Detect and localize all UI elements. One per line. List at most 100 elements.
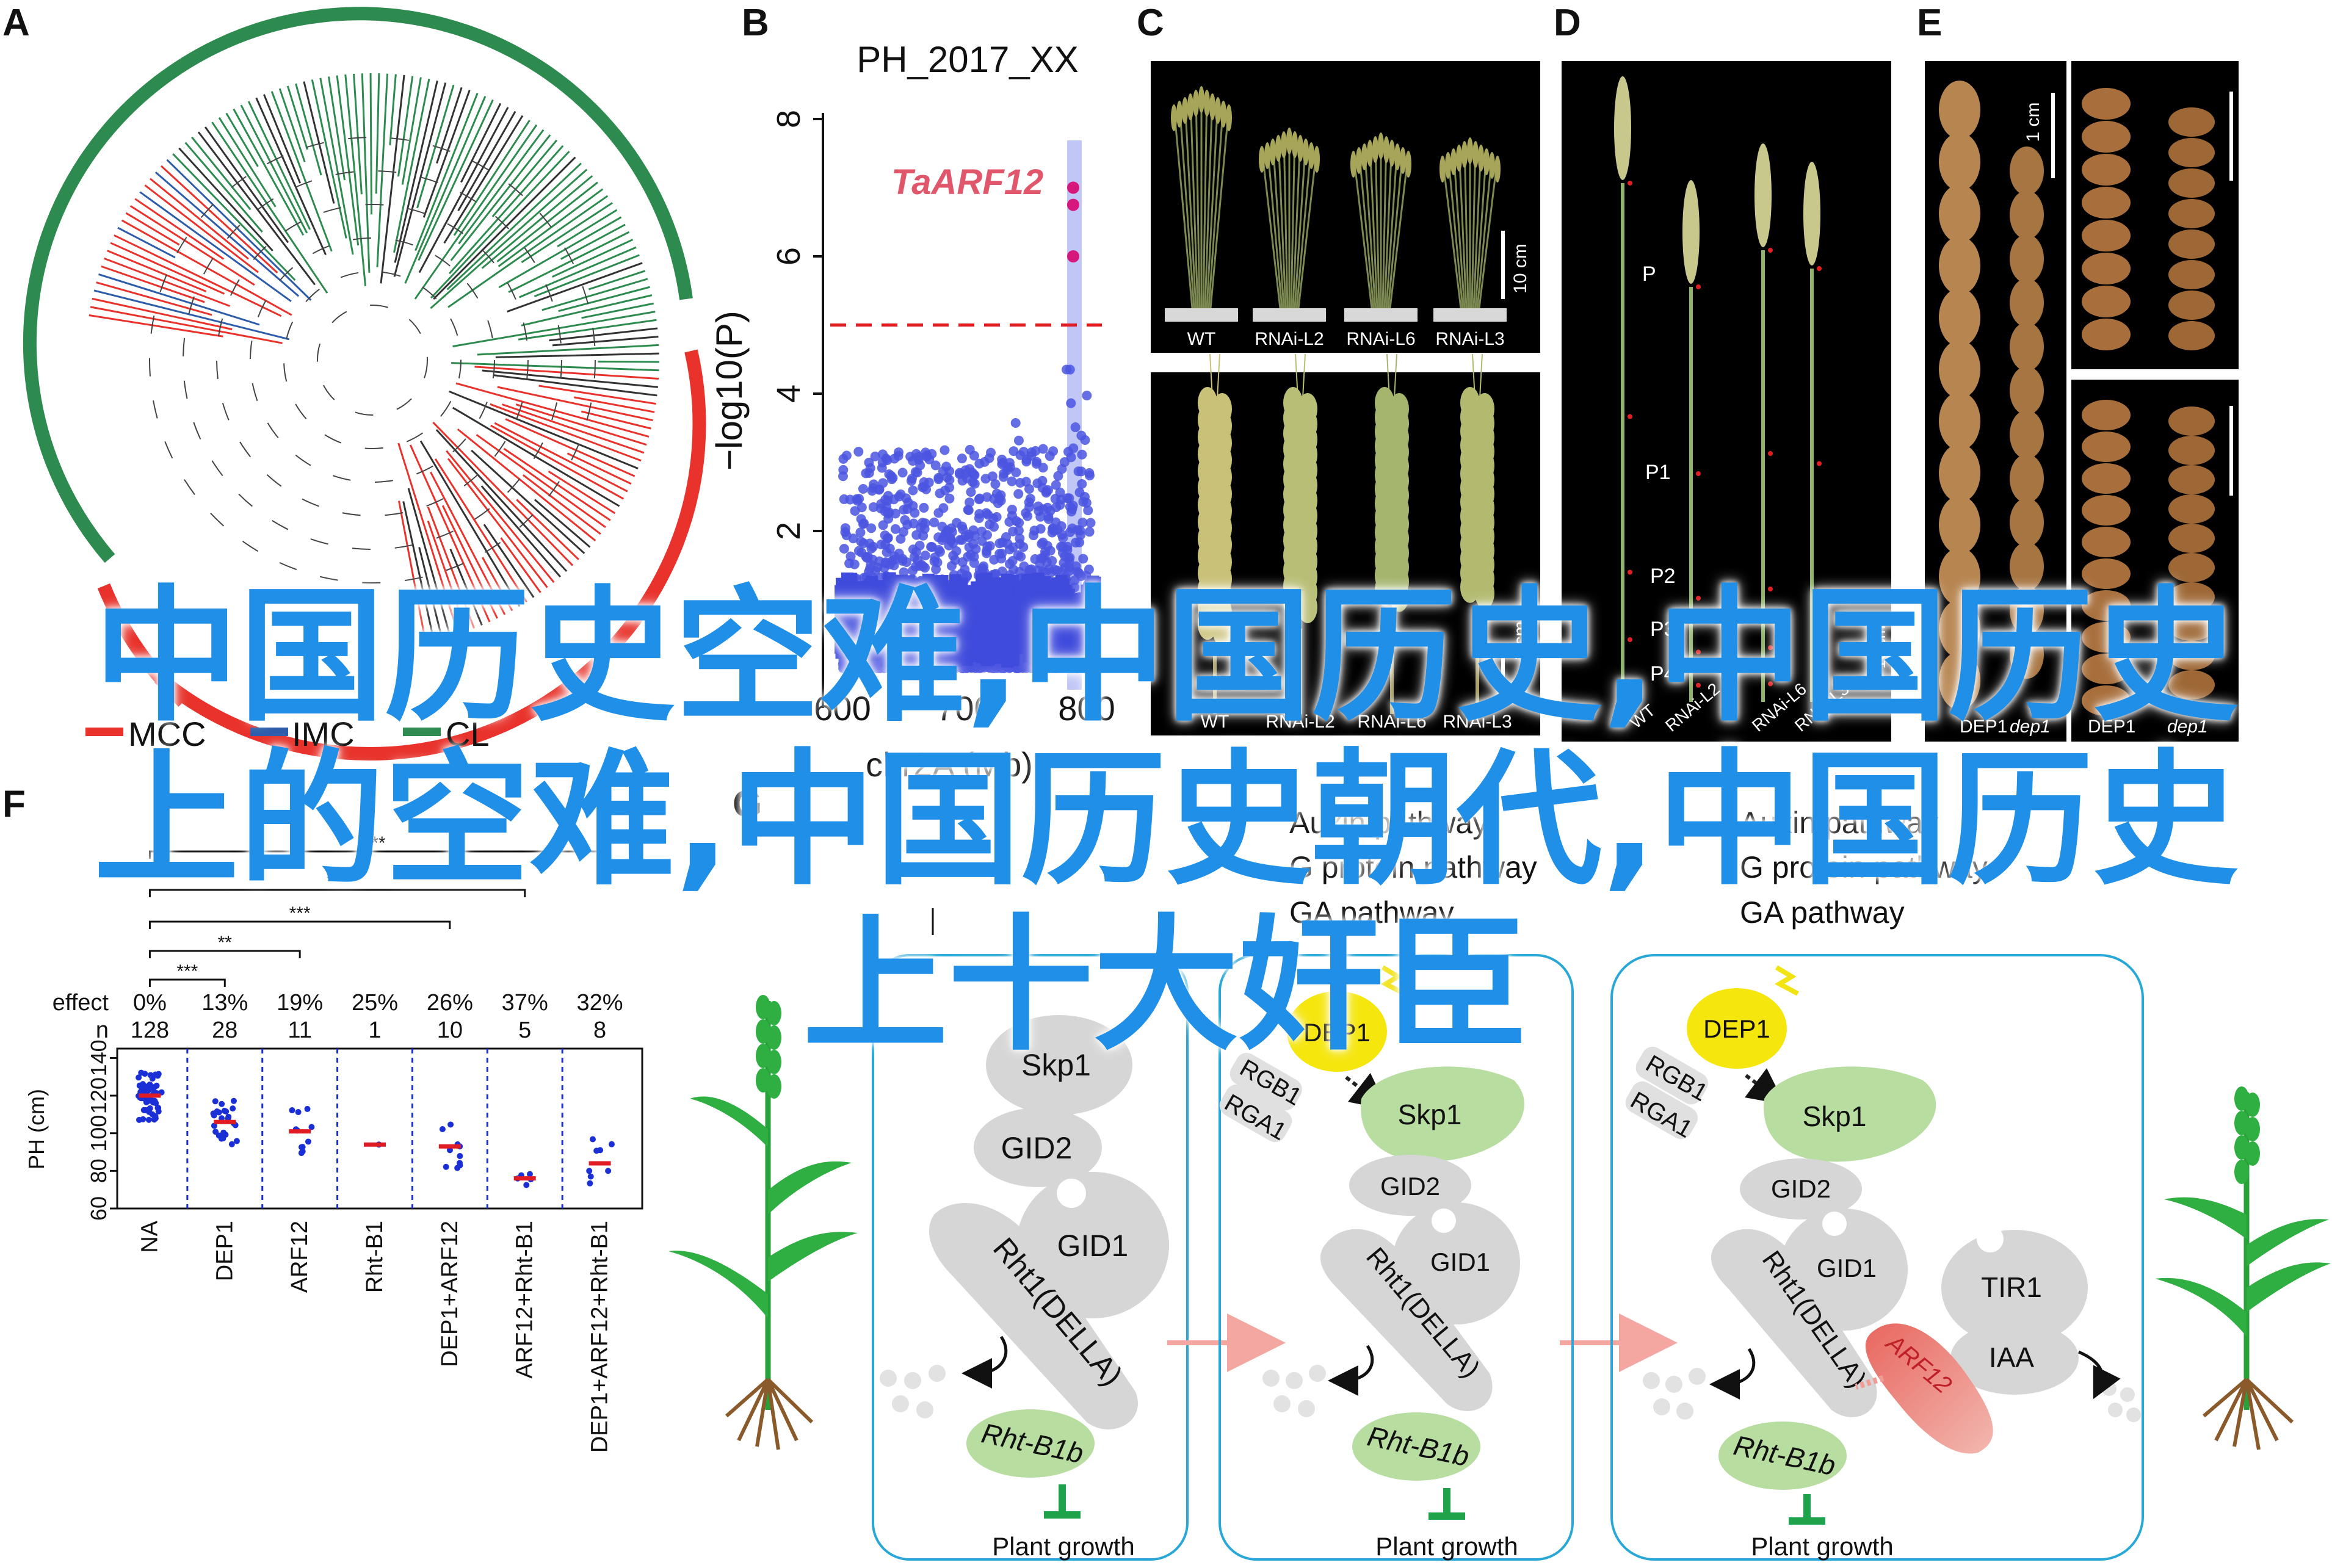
tree-branch xyxy=(435,428,568,572)
f-dot xyxy=(454,1165,461,1171)
ear xyxy=(1445,152,1451,179)
grain xyxy=(1939,392,1980,450)
grain xyxy=(2168,107,2215,137)
snp-point xyxy=(944,493,955,504)
snp-point xyxy=(1057,464,1067,474)
snp-point xyxy=(864,468,874,478)
snp-point xyxy=(930,460,941,471)
box1-hole xyxy=(1057,1179,1086,1208)
snp-point xyxy=(1065,364,1075,375)
tree-branch xyxy=(295,83,322,176)
snp-point xyxy=(955,469,965,480)
tree-branch xyxy=(436,87,463,164)
ear xyxy=(1259,146,1265,173)
tree-branch xyxy=(598,360,660,363)
grain xyxy=(2168,138,2215,167)
tree-arc xyxy=(283,271,462,449)
snp-point xyxy=(1064,493,1074,504)
ear xyxy=(1270,139,1276,165)
snp-point xyxy=(899,567,909,577)
f-dot xyxy=(295,1109,302,1116)
snp-point xyxy=(897,468,908,478)
snp-point xyxy=(866,543,877,554)
box2-degraded xyxy=(1262,1365,1326,1417)
snp-point xyxy=(1067,523,1077,533)
ear xyxy=(1472,141,1479,168)
f-dot xyxy=(223,1108,230,1115)
tree-branch xyxy=(495,352,659,358)
tree-branch xyxy=(110,242,225,295)
tree-branch xyxy=(422,90,471,218)
tree-arc xyxy=(183,170,562,550)
f-dot xyxy=(589,1136,596,1143)
grain xyxy=(2168,465,2215,494)
snp-point xyxy=(1015,533,1025,544)
grain xyxy=(2010,322,2044,371)
tree-branch xyxy=(453,120,530,236)
tree-branch xyxy=(433,156,576,300)
f-dot xyxy=(586,1168,593,1174)
tree-branch xyxy=(218,117,277,208)
box3-gid2: GID2 xyxy=(1771,1174,1831,1203)
snp-point xyxy=(1084,527,1095,537)
box1-growth: Plant growth xyxy=(992,1532,1134,1561)
snp-point xyxy=(856,547,867,558)
tree-branch xyxy=(452,311,656,347)
tree-branch xyxy=(448,145,564,275)
snp-point xyxy=(926,542,936,552)
snp-point xyxy=(1078,497,1088,507)
snp-point xyxy=(876,540,886,550)
grain xyxy=(2010,190,2044,239)
snp-point xyxy=(1065,552,1075,563)
snp-point xyxy=(886,471,896,481)
f-dot xyxy=(304,1105,311,1112)
snp-point xyxy=(880,506,890,516)
tree-branch xyxy=(154,172,300,297)
grain xyxy=(1939,236,1980,295)
photo-c-label-l2: RNAi-L2 xyxy=(1255,329,1324,349)
f-dot xyxy=(608,1141,615,1147)
top-hit xyxy=(1067,250,1079,262)
tree-branch xyxy=(441,505,498,619)
tree-branch xyxy=(247,101,311,230)
tree-branch xyxy=(447,458,548,588)
tree-branch xyxy=(430,168,588,309)
snp-point xyxy=(999,468,1009,479)
snp-point xyxy=(1008,446,1019,457)
snp-point xyxy=(1070,422,1081,433)
node-mark xyxy=(1817,266,1822,271)
f-dot xyxy=(305,1138,311,1145)
snp-point xyxy=(1076,530,1086,540)
snp-point xyxy=(940,445,950,455)
f-dot xyxy=(605,1168,612,1174)
tree-branch xyxy=(567,452,632,485)
snp-point xyxy=(854,494,864,504)
box2-growth: Plant growth xyxy=(1375,1532,1518,1561)
tree-branch xyxy=(144,184,259,273)
snp-point xyxy=(996,554,1007,564)
snp-point xyxy=(920,518,930,529)
snp-point xyxy=(1051,480,1061,490)
snp-point xyxy=(1013,526,1024,536)
node-p1: P1 xyxy=(1645,461,1671,484)
snp-point xyxy=(957,453,967,464)
snp-point xyxy=(1008,565,1019,575)
panel-e-letter: E xyxy=(1917,2,1942,44)
ear xyxy=(1456,145,1462,172)
f-dot xyxy=(443,1163,449,1170)
snp-point xyxy=(968,525,979,535)
snp-point xyxy=(1077,449,1087,460)
snp-point xyxy=(1041,488,1051,498)
snp-point xyxy=(1011,467,1021,477)
snp-point xyxy=(910,508,920,518)
snp-point xyxy=(908,565,918,576)
tree-branch xyxy=(397,76,414,177)
snp-point xyxy=(1002,538,1013,549)
snp-point xyxy=(1066,507,1077,517)
f-y-tick-label: 100 xyxy=(86,1115,111,1152)
node-mark xyxy=(1768,248,1773,253)
grain xyxy=(2010,410,2044,459)
snp-point xyxy=(1013,489,1024,499)
grain xyxy=(1939,81,1980,139)
